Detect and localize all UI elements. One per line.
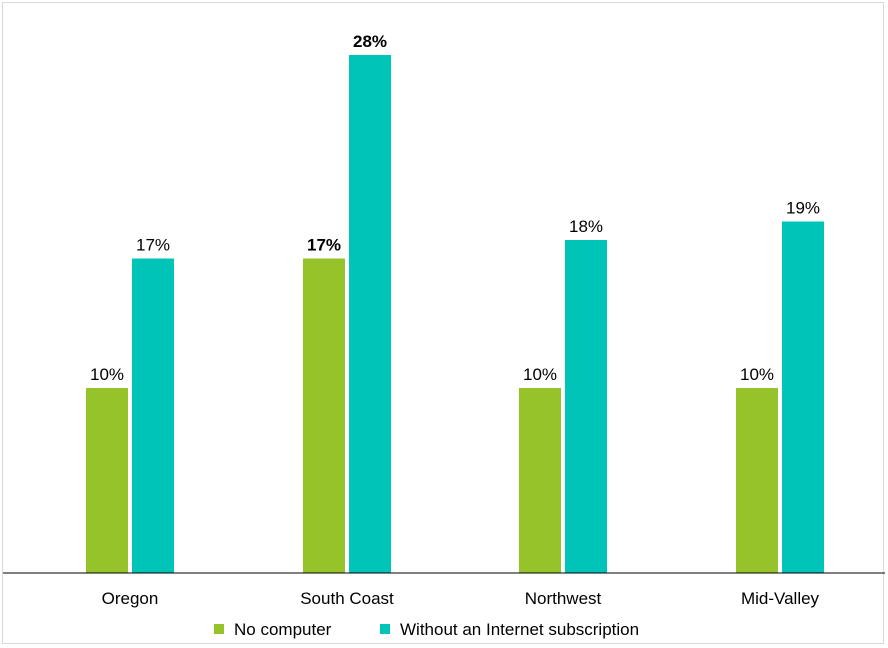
- bar-oregon-no-computer: [86, 388, 128, 573]
- bar-south-coast-no-computer: [303, 258, 345, 573]
- x-tick-labels: Oregon South Coast Northwest Mid-Valley: [102, 589, 820, 608]
- bar-northwest-no-computer: [519, 388, 561, 573]
- data-label-oregon-no-computer: 10%: [90, 365, 124, 384]
- x-tick-label-oregon: Oregon: [102, 589, 159, 608]
- x-tick-label-northwest: Northwest: [525, 589, 602, 608]
- data-label-south-coast-no-computer: 17%: [307, 236, 341, 255]
- bar-south-coast-without-an-internet-subscription: [349, 55, 391, 573]
- bar-chart: 10% 17% 17% 28% 10% 18% 10% 19% Oregon South Coa…: [3, 32, 885, 639]
- legend-swatch-no-computer: [214, 624, 224, 634]
- bar-oregon-without-an-internet-subscription: [132, 258, 174, 573]
- legend-label-without-an-internet-subscription: Without an Internet subscription: [400, 620, 639, 639]
- x-tick-label-mid-valley: Mid-Valley: [741, 589, 820, 608]
- bar-mid-valley-no-computer: [736, 388, 778, 573]
- bars-layer: [86, 55, 824, 573]
- data-label-northwest-no-computer: 10%: [523, 365, 557, 384]
- data-label-mid-valley-without-an-internet-subscription: 19%: [786, 199, 820, 218]
- data-labels-layer: 10% 17% 17% 28% 10% 18% 10% 19%: [90, 32, 820, 384]
- data-label-northwest-without-an-internet-subscription: 18%: [569, 217, 603, 236]
- bar-mid-valley-without-an-internet-subscription: [782, 221, 824, 573]
- data-label-south-coast-without-an-internet-subscription: 28%: [353, 32, 387, 51]
- x-tick-label-south-coast: South Coast: [300, 589, 394, 608]
- bar-northwest-without-an-internet-subscription: [565, 240, 607, 573]
- legend: No computer Without an Internet subscript…: [214, 620, 639, 639]
- data-label-oregon-without-an-internet-subscription: 17%: [136, 236, 170, 255]
- data-label-mid-valley-no-computer: 10%: [740, 365, 774, 384]
- legend-swatch-without-an-internet-subscription: [380, 624, 390, 634]
- legend-label-no-computer: No computer: [234, 620, 332, 639]
